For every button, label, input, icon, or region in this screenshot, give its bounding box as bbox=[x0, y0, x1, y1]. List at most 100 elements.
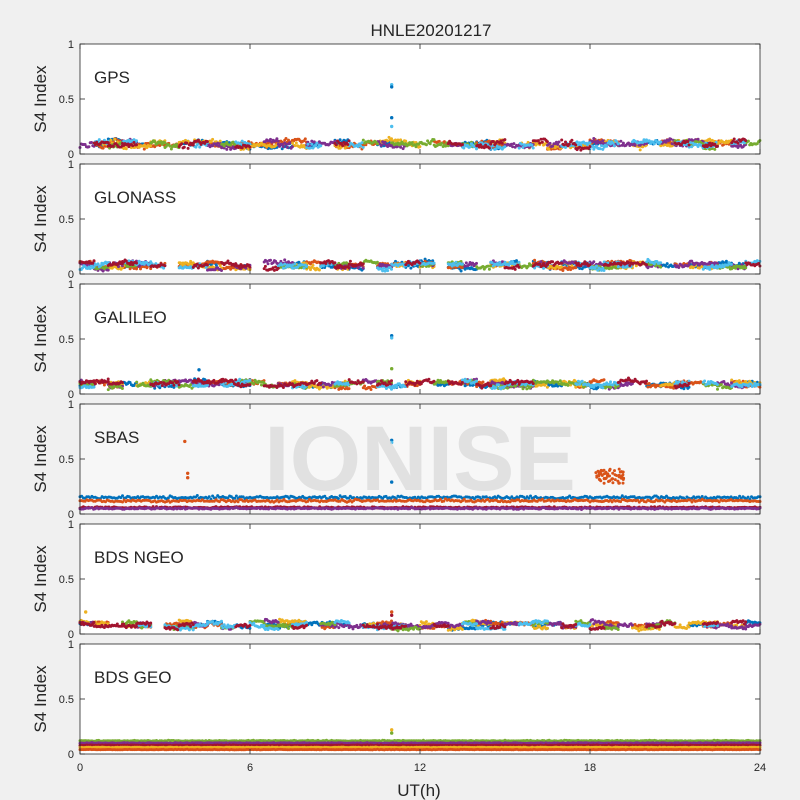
data-point bbox=[317, 268, 321, 272]
data-point bbox=[437, 139, 441, 143]
data-point bbox=[715, 144, 719, 148]
data-point bbox=[670, 142, 674, 146]
data-point bbox=[432, 261, 436, 265]
data-point bbox=[601, 139, 605, 143]
data-point bbox=[205, 140, 209, 144]
data-point bbox=[306, 142, 310, 146]
data-point bbox=[561, 269, 565, 272]
data-point bbox=[531, 146, 535, 150]
data-point bbox=[627, 261, 630, 265]
axes-background bbox=[80, 44, 760, 154]
data-point bbox=[598, 147, 602, 151]
data-point bbox=[283, 262, 287, 266]
data-point bbox=[312, 140, 316, 144]
data-point bbox=[343, 146, 347, 150]
data-point bbox=[361, 145, 365, 149]
data-point bbox=[708, 137, 712, 141]
data-point bbox=[311, 263, 315, 267]
data-point bbox=[491, 140, 495, 143]
data-point bbox=[562, 143, 566, 147]
data-point bbox=[346, 143, 350, 146]
data-point bbox=[716, 387, 719, 391]
data-point bbox=[225, 147, 229, 151]
data-point bbox=[375, 142, 379, 146]
data-point bbox=[475, 261, 478, 265]
data-point bbox=[592, 137, 596, 140]
data-point bbox=[189, 383, 193, 387]
data-point bbox=[665, 262, 669, 266]
data-point bbox=[719, 383, 723, 387]
axes-background bbox=[80, 284, 760, 394]
axes-background bbox=[80, 164, 760, 274]
data-point bbox=[248, 265, 252, 269]
data-point bbox=[487, 146, 491, 150]
data-point bbox=[638, 148, 642, 152]
data-point bbox=[309, 385, 312, 389]
data-point bbox=[730, 378, 734, 382]
data-point bbox=[530, 143, 534, 147]
data-point bbox=[263, 264, 267, 268]
data-point bbox=[305, 146, 309, 150]
data-point bbox=[319, 144, 323, 148]
data-point bbox=[621, 141, 625, 145]
data-point bbox=[547, 147, 551, 151]
data-point bbox=[545, 385, 549, 389]
data-point bbox=[238, 266, 242, 270]
data-point bbox=[153, 140, 157, 144]
data-point bbox=[591, 145, 595, 149]
data-point bbox=[659, 140, 663, 144]
data-point bbox=[334, 143, 338, 147]
data-point bbox=[310, 142, 314, 146]
panel-label: GLONASS bbox=[94, 188, 176, 207]
data-point bbox=[302, 266, 306, 270]
data-point bbox=[621, 265, 625, 269]
data-point bbox=[588, 263, 592, 267]
data-point bbox=[205, 263, 209, 267]
data-point bbox=[487, 267, 491, 271]
data-point bbox=[566, 383, 570, 387]
data-point bbox=[301, 263, 305, 267]
data-point bbox=[490, 261, 494, 265]
data-point bbox=[120, 387, 124, 390]
data-point bbox=[444, 144, 448, 148]
data-point bbox=[283, 258, 287, 262]
data-point bbox=[540, 140, 544, 144]
data-point bbox=[163, 141, 167, 145]
data-point bbox=[88, 267, 92, 271]
data-point bbox=[619, 139, 623, 143]
data-point bbox=[432, 138, 436, 142]
data-point bbox=[645, 263, 648, 267]
data-point bbox=[294, 141, 298, 145]
data-point bbox=[647, 382, 651, 385]
data-point bbox=[269, 137, 272, 141]
data-point bbox=[113, 137, 117, 141]
data-point bbox=[347, 387, 351, 391]
data-point bbox=[686, 140, 690, 143]
data-point bbox=[333, 261, 337, 265]
data-point bbox=[135, 139, 138, 143]
data-point bbox=[135, 261, 138, 265]
data-point bbox=[486, 264, 490, 268]
data-point bbox=[551, 144, 555, 148]
data-point bbox=[440, 141, 444, 145]
data-point bbox=[588, 145, 592, 149]
data-point bbox=[730, 381, 733, 385]
data-point bbox=[288, 141, 292, 145]
data-point bbox=[574, 143, 578, 147]
data-point bbox=[404, 139, 408, 143]
y-tick-label: 1 bbox=[68, 159, 74, 171]
data-point bbox=[290, 145, 294, 149]
data-point bbox=[713, 147, 717, 151]
data-point bbox=[106, 268, 110, 272]
data-point bbox=[746, 139, 750, 143]
data-point bbox=[379, 144, 383, 147]
data-point bbox=[551, 260, 555, 264]
data-point bbox=[347, 266, 351, 270]
data-point bbox=[659, 261, 663, 265]
data-point bbox=[163, 264, 167, 268]
outlier-point bbox=[390, 85, 394, 89]
data-point bbox=[732, 137, 736, 141]
data-point bbox=[460, 143, 464, 146]
